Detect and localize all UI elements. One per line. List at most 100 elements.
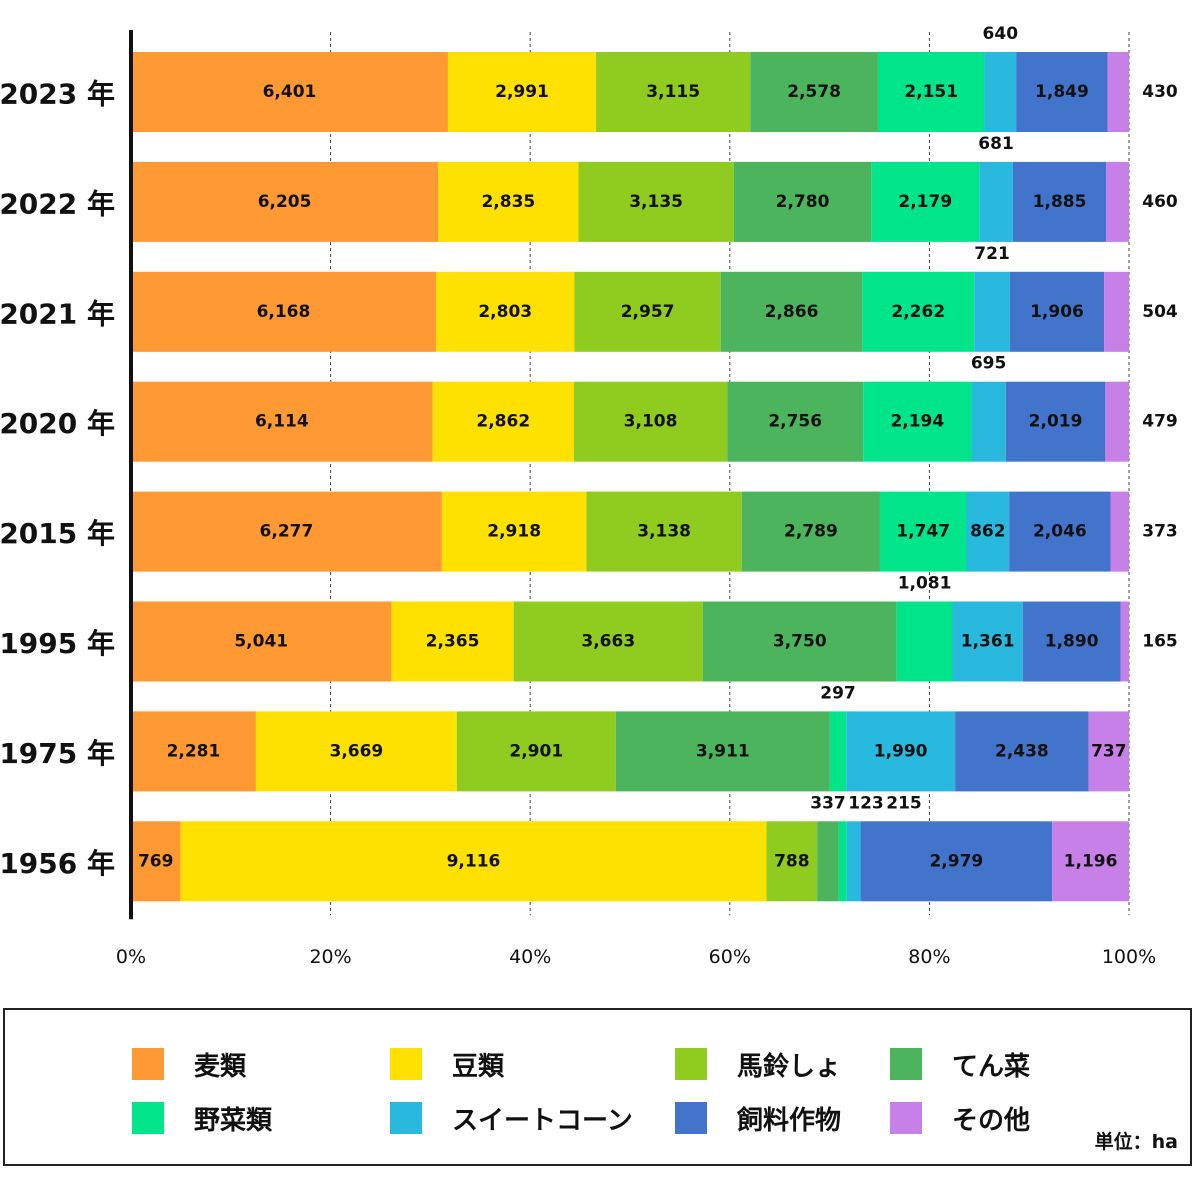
bar-segment: [578, 161, 734, 242]
value-label: 695: [971, 354, 1007, 374]
x-tick-label: 20%: [309, 946, 351, 968]
value-label: 3,750: [773, 632, 827, 652]
bar-segment: [846, 821, 861, 902]
legend-label: 飼料作物: [737, 1105, 842, 1136]
bar-segment: [727, 381, 864, 462]
bar-segment: [966, 491, 1010, 572]
bar-segment: [741, 491, 880, 572]
value-label: 2,991: [495, 82, 549, 102]
legend-item: その他: [890, 1101, 1030, 1136]
value-label: 2,179: [898, 192, 952, 212]
value-label: 1,361: [961, 632, 1015, 652]
legend-item: 豆類: [390, 1047, 505, 1082]
category-label: 2023 年: [0, 78, 115, 111]
bar-segment: [447, 52, 597, 132]
bar-segment: [131, 161, 439, 242]
legend-label: てん菜: [952, 1051, 1031, 1082]
value-label: 721: [974, 244, 1010, 264]
legend-swatch: [390, 1102, 422, 1134]
bar-segment: [131, 491, 442, 572]
value-label: 2,789: [784, 522, 838, 542]
category-label: 2021 年: [0, 297, 115, 330]
bar-segment: [1106, 161, 1129, 242]
legend-label: 豆類: [452, 1051, 505, 1082]
value-label: 6,277: [260, 522, 314, 542]
bar-segment: [863, 381, 972, 462]
value-label: 2,866: [765, 302, 819, 322]
legend-swatch: [675, 1048, 707, 1080]
value-label: 3,135: [629, 192, 683, 212]
value-label: 3,108: [624, 412, 678, 432]
bar-segment: [513, 601, 703, 682]
category-label: 1975 年: [0, 737, 115, 770]
value-label: 737: [1091, 741, 1127, 761]
value-label: 2,281: [167, 741, 221, 761]
bar-segment: [720, 271, 863, 352]
legend-item: 麦類: [132, 1047, 247, 1082]
value-label: 2,957: [621, 302, 675, 322]
value-label: 3,138: [637, 522, 691, 542]
bar-segment: [846, 711, 956, 792]
legend-swatch: [890, 1048, 922, 1080]
bar-segment: [896, 601, 953, 682]
value-label: 2,756: [768, 412, 822, 432]
bars: [131, 52, 1129, 902]
legend-swatch: [132, 1102, 164, 1134]
value-label: 2,262: [891, 302, 945, 322]
bar-segment: [1107, 52, 1129, 132]
value-label: 2,151: [904, 82, 958, 102]
category-label: 1956 年: [0, 847, 115, 880]
category-labels: 2023 年 2022 年 2021 年 2020 年 2015 年 1995 年 1975…: [0, 78, 115, 880]
bar-segment: [1022, 601, 1121, 682]
bar-segment: [574, 271, 721, 352]
x-tick-label: 0%: [116, 946, 146, 968]
value-label: 2,835: [481, 192, 535, 212]
category-label: 2015 年: [0, 517, 115, 550]
bar-segment: [1016, 52, 1108, 132]
value-label: 6,401: [263, 82, 317, 102]
bar-segment: [456, 711, 616, 792]
bar-segment: [862, 271, 975, 352]
value-label: 1,885: [1033, 192, 1087, 212]
value-label: 1,990: [874, 741, 928, 761]
bar-segment: [766, 821, 818, 902]
value-label: 5,041: [234, 632, 288, 652]
category-label: 2020 年: [0, 407, 115, 440]
value-label: 504: [1142, 302, 1178, 322]
x-tick-label: 80%: [908, 946, 950, 968]
legend-item: 馬鈴しょ: [675, 1047, 841, 1082]
legend-swatch: [675, 1102, 707, 1134]
value-label: 1,196: [1064, 851, 1118, 871]
legend-item: 野菜類: [132, 1101, 273, 1136]
bar-segment: [984, 52, 1017, 132]
bar-segment: [432, 381, 574, 462]
x-tick-label: 100%: [1102, 946, 1156, 968]
bar-segment: [615, 711, 830, 792]
stacked-bar-chart: 2023 年 2022 年 2021 年 2020 年 2015 年 1995 年 1975…: [0, 24, 1178, 968]
bar-segment: [1120, 601, 1129, 682]
bar-segment: [131, 271, 436, 352]
bar-segment: [596, 52, 751, 132]
value-label: 460: [1142, 192, 1178, 212]
value-label: 9,116: [447, 851, 501, 871]
value-label: 430: [1142, 82, 1178, 102]
bar-segment: [1088, 711, 1129, 792]
value-label: 2,803: [478, 302, 532, 322]
value-label: 1,081: [898, 574, 952, 594]
bar-segment: [971, 381, 1006, 462]
bar-segment: [1012, 161, 1107, 242]
value-label: 862: [970, 522, 1006, 542]
legend-swatch: [132, 1048, 164, 1080]
legend-label: 野菜類: [194, 1105, 273, 1136]
bar-segment: [733, 161, 872, 242]
value-label: 123: [848, 793, 884, 813]
value-label: 2,578: [787, 82, 841, 102]
value-label: 3,911: [696, 741, 750, 761]
value-label: 3,115: [646, 82, 700, 102]
category-label: 2022 年: [0, 187, 115, 220]
legend-item: スイートコーン: [390, 1101, 633, 1136]
value-label: 2,979: [929, 851, 983, 871]
value-label: 2,901: [509, 741, 563, 761]
legend-label: 麦類: [194, 1051, 247, 1082]
bar-segment: [255, 711, 457, 792]
